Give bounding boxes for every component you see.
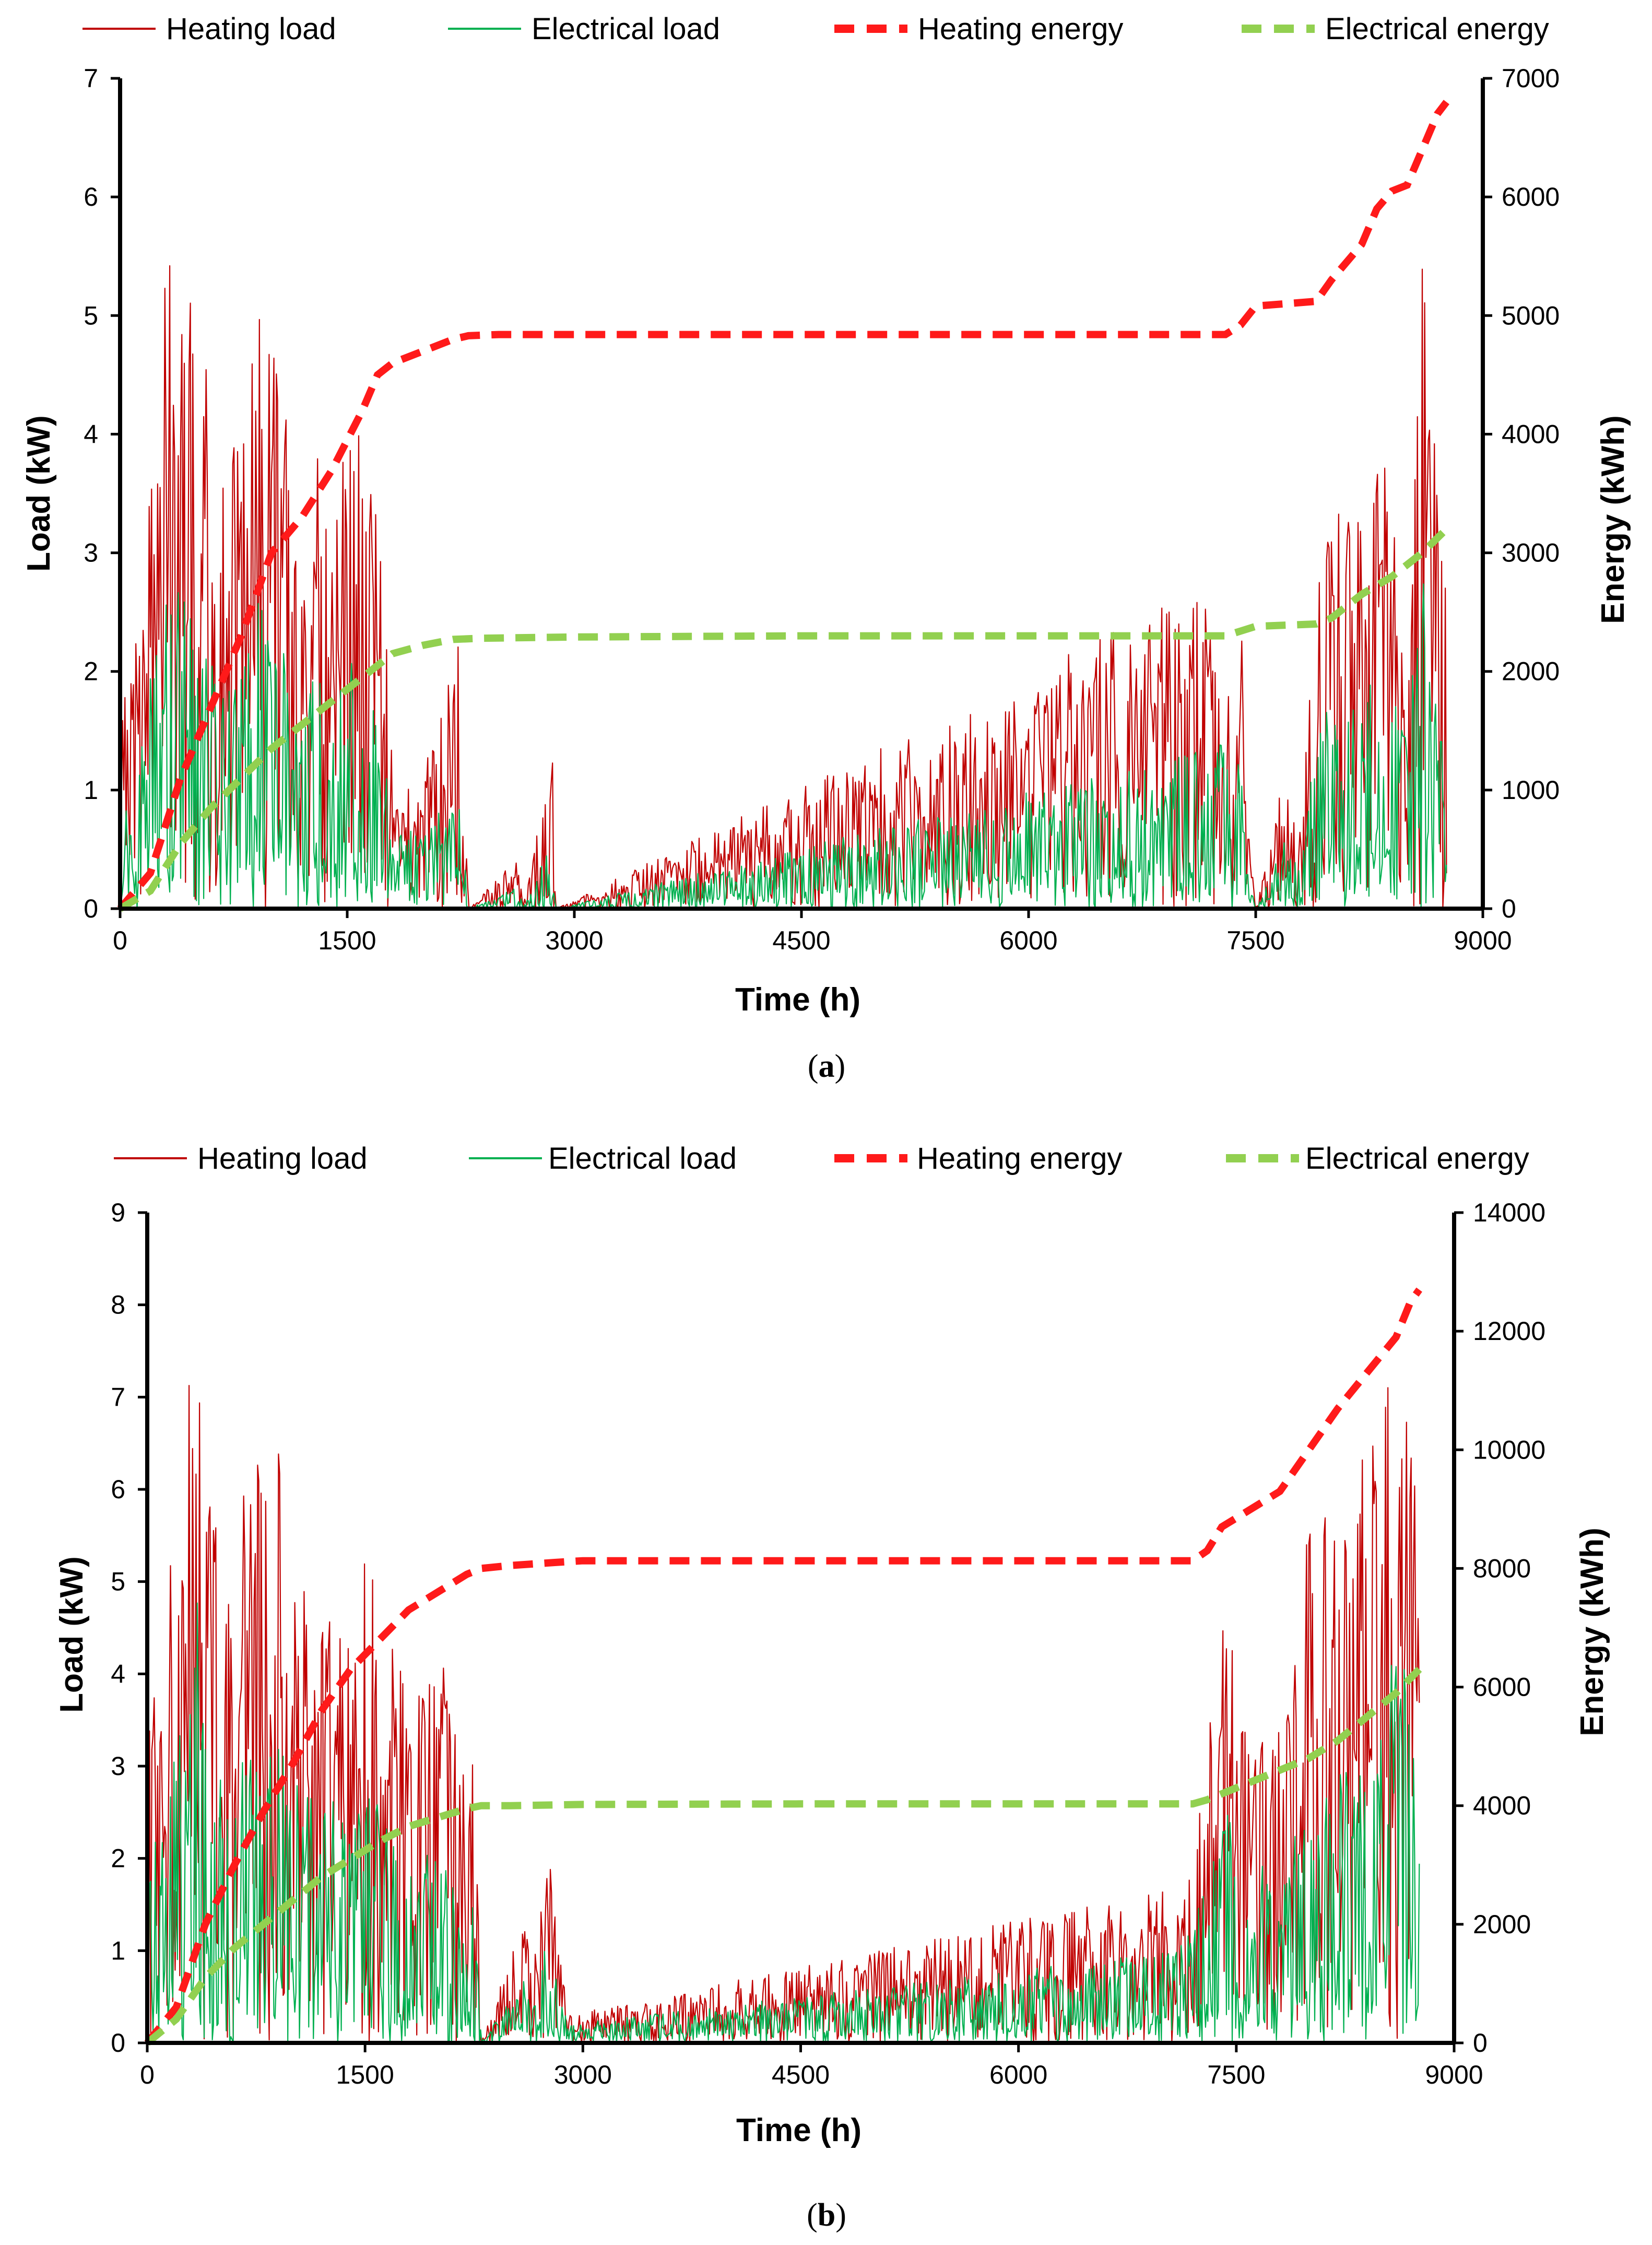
y-axis-label-right-a: Energy (kWh): [1595, 415, 1631, 624]
series-electrical-energy: [118, 526, 1449, 912]
y-left-tick-label: 5: [84, 301, 98, 330]
caption-b-letter: b: [818, 2197, 835, 2233]
legend-a: Heating load Electrical load Heating ene…: [82, 12, 1549, 46]
legend-label-heating-energy: Heating energy: [918, 12, 1123, 46]
y-left-tick-label: 6: [84, 182, 98, 211]
y-left-tick-label: 2: [84, 657, 98, 686]
x-tick-label: 1500: [318, 926, 376, 955]
legend-label-electrical-energy: Electrical energy: [1325, 12, 1549, 46]
series-heating-energy: [144, 1287, 1422, 2046]
y-left-tick-label: 4: [84, 419, 98, 449]
chart-panel-b: Heating load Electrical load Heating ene…: [54, 1142, 1610, 2233]
legend-label-electrical-load: Electrical load: [532, 12, 720, 46]
y-left-tick-label: 8: [111, 1290, 125, 1320]
legend-b: Heating load Electrical load Heating ene…: [114, 1142, 1529, 1176]
x-tick-label: 7500: [1226, 926, 1284, 955]
y-left-tick-label: 0: [84, 894, 98, 923]
y-right-tick-label: 3000: [1502, 538, 1560, 568]
y-right-tick-label: 8000: [1473, 1554, 1531, 1583]
series-electrical-energy: [145, 1666, 1422, 2046]
axis-ticks-a: 0 1500 3000 4500 6000 7500 9000 0 1 2 3 4 5 6 7 0 1000 20…: [84, 64, 1560, 955]
y-right-tick-label: 4000: [1473, 1791, 1531, 1820]
x-tick-label: 0: [113, 926, 127, 955]
y-axis-label-right-b: Energy (kWh): [1574, 1527, 1610, 1736]
y-axis-label-left-b: Load (kW): [54, 1556, 90, 1713]
y-right-tick-label: 12000: [1473, 1317, 1545, 1346]
y-left-tick-label: 7: [84, 64, 98, 93]
y-right-tick-label: 7000: [1502, 64, 1560, 93]
y-left-tick-label: 4: [111, 1659, 125, 1688]
y-left-tick-label: 1: [84, 775, 98, 805]
y-right-tick-label: 10000: [1473, 1435, 1545, 1464]
x-tick-label: 6000: [989, 2060, 1047, 2089]
y-right-tick-label: 2000: [1502, 657, 1560, 686]
legend-label-electrical-energy: Electrical energy: [1305, 1142, 1529, 1176]
x-tick-label: 7500: [1207, 2060, 1265, 2089]
plot-area-a: [117, 100, 1449, 912]
x-tick-label: 0: [140, 2060, 155, 2089]
y-left-tick-label: 3: [111, 1752, 125, 1781]
x-tick-label: 9000: [1454, 926, 1512, 955]
x-tick-label: 3000: [554, 2060, 612, 2089]
x-axis-label-a: Time (h): [735, 982, 860, 1018]
x-tick-label: 4500: [772, 2060, 830, 2089]
y-right-tick-label: 0: [1502, 894, 1516, 923]
x-tick-label: 9000: [1425, 2060, 1483, 2089]
y-left-tick-label: 9: [111, 1198, 125, 1227]
x-tick-label: 3000: [545, 926, 603, 955]
y-right-tick-label: 1000: [1502, 775, 1560, 805]
y-left-tick-label: 5: [111, 1567, 125, 1596]
plot-area-b: [144, 1287, 1422, 2046]
y-right-tick-label: 6000: [1502, 182, 1560, 211]
series-electrical-load: [119, 583, 1447, 910]
series-electrical-load: [146, 1602, 1420, 2043]
axis-ticks-b: 0 1500 3000 4500 6000 7500 9000012345678902000…: [111, 1198, 1545, 2089]
caption-b: (b): [807, 2197, 846, 2233]
y-right-tick-label: 5000: [1502, 301, 1560, 330]
y-right-tick-label: 4000: [1502, 419, 1560, 449]
y-left-tick-label: 0: [111, 2028, 125, 2058]
y-left-tick-label: 6: [111, 1475, 125, 1504]
chart-panel-a: Heating load Electrical load Heating ene…: [21, 12, 1631, 1084]
y-left-tick-label: 2: [111, 1844, 125, 1873]
legend-label-heating-load: Heating load: [197, 1142, 368, 1176]
y-left-tick-label: 1: [111, 1936, 125, 1965]
x-axis-label-b: Time (h): [736, 2112, 862, 2148]
y-left-tick-label: 3: [84, 538, 98, 568]
y-left-tick-label: 7: [111, 1382, 125, 1412]
legend-label-electrical-load: Electrical load: [548, 1142, 737, 1176]
y-axis-label-left-a: Load (kW): [21, 415, 57, 572]
x-tick-label: 6000: [999, 926, 1057, 955]
y-right-tick-label: 0: [1473, 2028, 1488, 2058]
y-right-tick-label: 2000: [1473, 1910, 1531, 1939]
x-tick-label: 4500: [772, 926, 830, 955]
series-heating-energy: [117, 100, 1449, 911]
x-tick-label: 1500: [336, 2060, 394, 2089]
legend-label-heating-load: Heating load: [166, 12, 336, 46]
legend-label-heating-energy: Heating energy: [917, 1142, 1122, 1176]
caption-a-letter: a: [819, 1049, 835, 1084]
y-right-tick-label: 6000: [1473, 1673, 1531, 1702]
y-right-tick-label: 14000: [1473, 1198, 1545, 1227]
caption-a: (a): [808, 1049, 845, 1084]
